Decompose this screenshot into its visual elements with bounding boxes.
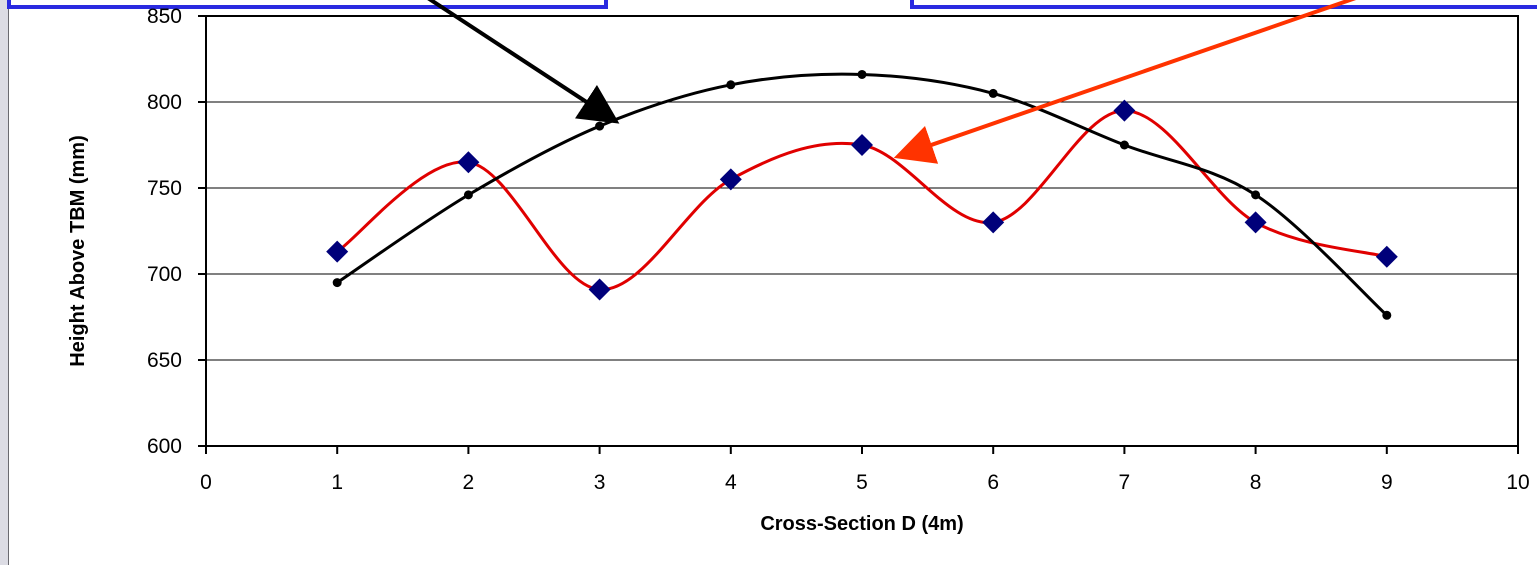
dot-point [332, 278, 342, 288]
y-axis-title: Height Above TBM (mm) [67, 135, 89, 366]
y-tick-label: 700 [147, 263, 182, 286]
y-tick-label: 750 [147, 177, 182, 200]
gridlines [206, 101, 1518, 361]
left-edge-panel [0, 0, 8, 565]
dot-point [1382, 310, 1392, 320]
x-tick-label: 7 [1119, 471, 1131, 494]
plot-area-frame [205, 15, 1519, 447]
x-tick-label: 6 [987, 471, 999, 494]
y-tick-label: 800 [147, 91, 182, 114]
x-tick-label: 4 [725, 471, 737, 494]
header-box-right [910, 0, 1537, 9]
series-line [336, 72, 1388, 317]
x-tick-label: 1 [331, 471, 343, 494]
dot-point [988, 88, 998, 98]
black-arrow [427, 0, 620, 124]
y-axis: 600 650 700 750 800 850 [147, 5, 206, 458]
diamond-point [851, 134, 873, 156]
header-box-left [7, 0, 608, 9]
x-tick-label: 10 [1506, 471, 1529, 494]
left-edge-divider [8, 0, 9, 565]
dot-point [857, 69, 867, 79]
y-tick-label: 650 [147, 349, 182, 372]
diamond-point [1113, 99, 1136, 122]
series-2 [332, 69, 1392, 320]
x-tick-label: 0 [200, 471, 212, 494]
annotation-layer [427, 0, 1357, 164]
x-tick-label: 2 [463, 471, 475, 494]
x-axis-title: Cross-Section D (4m) [760, 513, 963, 535]
x-tick-label: 9 [1381, 471, 1393, 494]
series-1 [326, 99, 1398, 301]
series-layer [326, 69, 1398, 320]
diamond-point [1244, 211, 1267, 234]
x-axis: 0 1 2 3 4 5 6 7 8 9 10 [200, 446, 1530, 494]
orange-arrow [893, 0, 1357, 164]
y-tick-label: 600 [147, 435, 182, 458]
diamond-point [326, 240, 349, 263]
diamond-point [588, 278, 611, 301]
x-tick-label: 8 [1250, 471, 1262, 494]
diamond-point [457, 151, 480, 174]
dot-point [595, 121, 605, 131]
dot-point [1251, 190, 1261, 200]
dot-point [1119, 140, 1129, 150]
dot-point [463, 190, 473, 200]
x-tick-label: 3 [594, 471, 606, 494]
x-tick-label: 5 [856, 471, 868, 494]
dot-point [726, 80, 736, 90]
y-tick-label: 850 [147, 5, 182, 28]
diamond-point [982, 211, 1005, 234]
diamond-point [1375, 245, 1398, 268]
diamond-point [719, 168, 742, 191]
